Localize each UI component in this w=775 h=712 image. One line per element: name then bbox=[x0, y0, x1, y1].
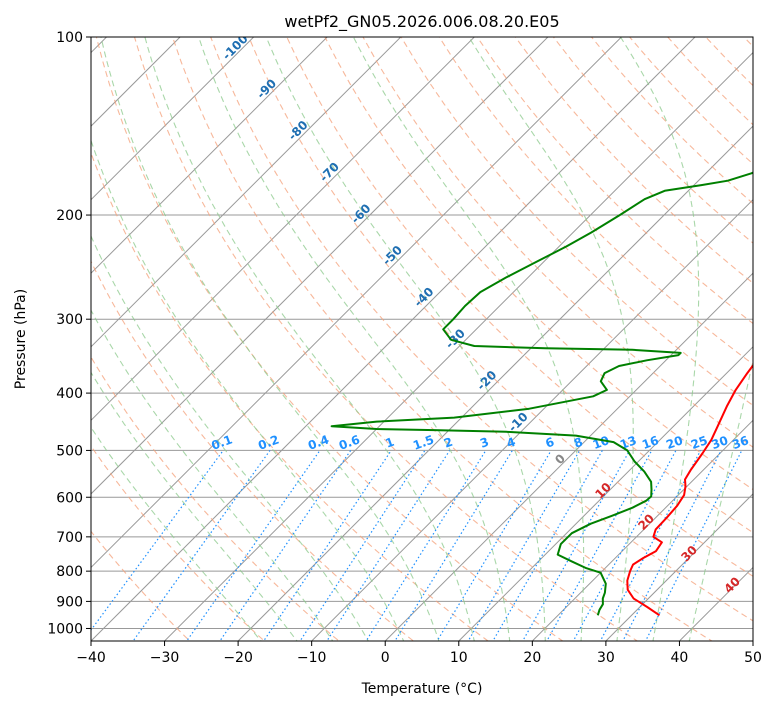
x-tick-label: −20 bbox=[223, 650, 253, 666]
isotherm-line bbox=[79, 10, 722, 653]
x-axis-title: Temperature (°C) bbox=[361, 681, 483, 697]
moist-adiabat bbox=[64, 37, 409, 653]
y-tick-label: 600 bbox=[56, 490, 83, 506]
y-axis-title: Pressure (hPa) bbox=[13, 289, 29, 389]
mixing-ratio-label: 16 bbox=[640, 433, 660, 452]
isotherm-line bbox=[300, 10, 775, 653]
y-tick-label: 700 bbox=[56, 530, 83, 546]
isotherm-line bbox=[0, 10, 281, 653]
dry-adiabat bbox=[756, 10, 775, 653]
dry-adiabat bbox=[53, 10, 504, 653]
y-tick-label: 300 bbox=[56, 312, 83, 328]
chart-title: wetPf2_GN05.2026.006.08.20.E05 bbox=[284, 12, 559, 32]
y-tick-label: 1000 bbox=[47, 621, 83, 637]
mixing-ratio-line bbox=[430, 450, 551, 653]
background-lines bbox=[0, 10, 775, 653]
mixing-ratio-label: 20 bbox=[664, 433, 684, 452]
moist-adiabat bbox=[687, 37, 775, 653]
y-tick-label: 800 bbox=[56, 564, 83, 580]
mixing-ratio-label: 1 bbox=[384, 435, 397, 451]
mixing-ratio-label: 1.5 bbox=[411, 432, 436, 452]
isotherm-line bbox=[741, 10, 775, 653]
mixing-ratio-label: 0.2 bbox=[256, 432, 281, 452]
mixing-ratio-line bbox=[74, 450, 223, 653]
x-tick-label: 50 bbox=[744, 650, 762, 666]
mixing-ratio-label: 6 bbox=[544, 435, 557, 451]
dry-adiabat-label: 0 bbox=[552, 451, 568, 467]
moist-adiabat bbox=[145, 37, 477, 653]
dry-adiabat-label: -90 bbox=[254, 76, 279, 101]
mixing-ratio-line bbox=[256, 450, 392, 653]
x-tick-label: 30 bbox=[597, 650, 615, 666]
moist-adiabat bbox=[0, 37, 306, 653]
dry-adiabat bbox=[645, 10, 775, 653]
mixing-ratio-line bbox=[388, 450, 513, 653]
dry-adiabat-label: -20 bbox=[474, 368, 499, 393]
dry-adiabat bbox=[90, 10, 580, 653]
x-tick-label: 40 bbox=[671, 650, 689, 666]
isotherm-line bbox=[0, 10, 501, 653]
isotherm-line bbox=[0, 10, 354, 653]
dry-adiabat bbox=[0, 10, 202, 653]
mixing-ratio-line bbox=[540, 450, 651, 653]
dry-adiabat bbox=[571, 10, 775, 653]
x-tick-label: −10 bbox=[297, 650, 327, 666]
y-tick-label: 100 bbox=[56, 30, 83, 46]
dry-adiabat bbox=[423, 10, 775, 653]
mixing-ratio-label: 2 bbox=[442, 435, 455, 451]
dry-adiabat-label: 10 bbox=[592, 480, 614, 502]
y-tick-label: 400 bbox=[56, 386, 83, 402]
mixing-ratio-line bbox=[292, 450, 425, 653]
line-labels: -100-90-80-70-60-50-40-30-20-10010203040… bbox=[209, 32, 750, 596]
dry-adiabat-label: -100 bbox=[220, 32, 251, 63]
mixing-ratio-label: 25 bbox=[689, 433, 709, 452]
dry-adiabat bbox=[127, 10, 655, 653]
dry-adiabat-label: 20 bbox=[635, 511, 657, 533]
x-tick-label: 0 bbox=[381, 650, 390, 666]
dry-adiabat-label: -70 bbox=[317, 160, 342, 185]
moist-adiabat bbox=[33, 37, 375, 653]
mixing-ratio-line bbox=[125, 450, 270, 653]
dry-adiabat-label: -40 bbox=[411, 285, 436, 310]
mixing-ratio-line bbox=[461, 450, 580, 653]
mixing-ratio-label: 36 bbox=[730, 433, 750, 452]
moist-adiabat bbox=[0, 37, 270, 653]
mixing-ratio-label: 3 bbox=[478, 435, 491, 451]
dry-adiabat bbox=[0, 10, 353, 653]
dry-adiabat-label: 40 bbox=[721, 574, 743, 596]
dry-adiabat bbox=[719, 10, 775, 653]
dry-adiabat bbox=[17, 10, 429, 653]
y-tick-label: 500 bbox=[56, 443, 83, 459]
dry-adiabat bbox=[275, 10, 775, 653]
x-tick-label: 20 bbox=[523, 650, 541, 666]
isotherm-line bbox=[0, 10, 60, 653]
moist-adiabat bbox=[469, 37, 634, 653]
isotherm-line bbox=[373, 10, 775, 653]
mixing-ratio-label: 10 bbox=[591, 433, 611, 452]
dry-adiabat-label: -30 bbox=[443, 326, 468, 351]
mixing-ratio-label: 0.6 bbox=[337, 432, 362, 452]
x-tick-label: −40 bbox=[76, 650, 106, 666]
y-tick-label: 200 bbox=[56, 208, 83, 224]
x-tick-label: 10 bbox=[450, 650, 468, 666]
dry-adiabat-label: -60 bbox=[348, 201, 373, 226]
mixing-ratio-line bbox=[319, 450, 449, 653]
y-tick-label: 900 bbox=[56, 594, 83, 610]
dry-adiabat-label: 30 bbox=[678, 543, 700, 565]
x-tick-label: −30 bbox=[150, 650, 180, 666]
